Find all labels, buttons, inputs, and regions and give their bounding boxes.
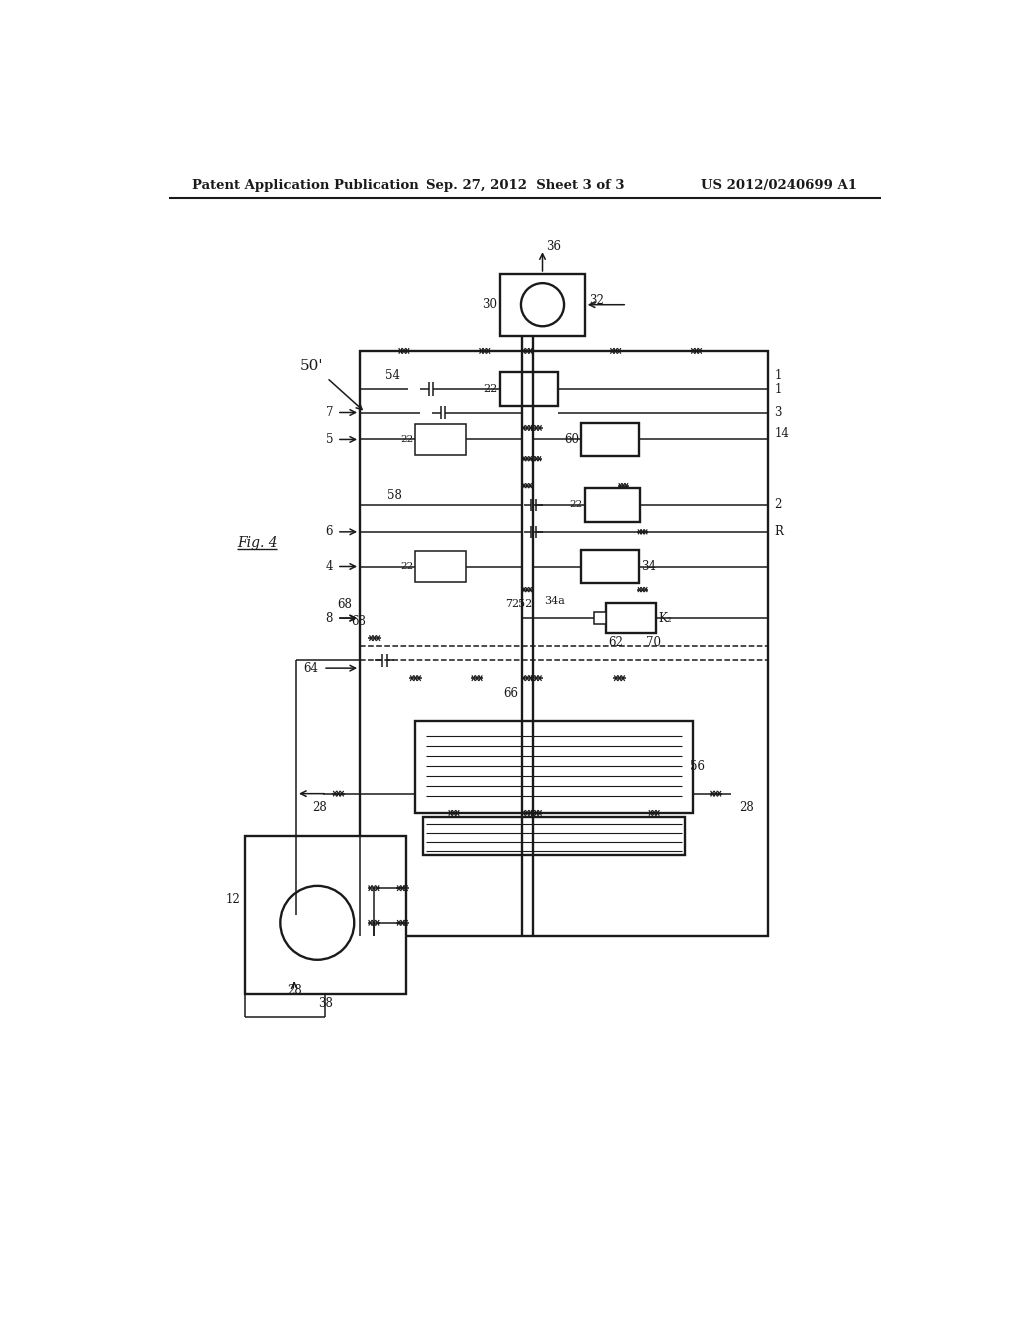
Text: 7: 7 [326,407,333,418]
Bar [581,422,639,457]
Text: 66: 66 [503,686,518,700]
Text: 54: 54 [385,370,400,381]
Text: 8: 8 [326,611,333,624]
Text: 60: 60 [564,433,580,446]
Bar [585,488,640,521]
Text: Fig. 4: Fig. 4 [237,536,278,550]
Circle shape [521,284,564,326]
Text: 22: 22 [569,500,583,510]
Text: 12: 12 [226,894,241,907]
Text: 28: 28 [287,983,301,997]
Text: 36: 36 [547,240,561,253]
Bar [500,275,585,335]
Text: 30: 30 [482,298,497,312]
Text: US 2012/0240699 A1: US 2012/0240699 A1 [701,178,857,191]
Text: 4: 4 [326,560,333,573]
Text: Patent Application Publication: Patent Application Publication [193,178,419,191]
Text: 3: 3 [774,407,781,418]
Text: R: R [774,525,783,539]
Text: 1: 1 [774,383,781,396]
Bar [416,424,466,455]
Text: 5: 5 [326,433,333,446]
Bar [594,612,606,624]
Text: 2: 2 [774,499,781,511]
Text: 32: 32 [589,294,603,308]
Bar [416,552,466,582]
Text: 68: 68 [351,615,367,628]
Text: 68: 68 [338,598,352,611]
Text: 56: 56 [689,760,705,774]
Text: K₂: K₂ [658,611,673,624]
Text: 14: 14 [774,426,790,440]
Bar [245,836,407,994]
Text: 50': 50' [300,359,324,374]
Text: 34a: 34a [544,597,565,606]
Bar [606,603,656,634]
Bar [416,721,692,813]
Text: 34: 34 [641,560,656,573]
Bar [423,729,685,805]
Text: 72: 72 [506,599,519,610]
Text: 1: 1 [774,370,781,381]
Text: 52: 52 [518,599,532,610]
Bar [360,351,768,936]
Circle shape [281,886,354,960]
Text: Sep. 27, 2012  Sheet 3 of 3: Sep. 27, 2012 Sheet 3 of 3 [426,178,624,191]
Text: 62: 62 [608,636,623,649]
Bar [500,372,558,407]
Text: 64: 64 [303,661,318,675]
Text: 28: 28 [739,801,754,814]
Text: 70: 70 [646,636,662,649]
Text: 22: 22 [483,384,498,395]
Text: 58: 58 [387,490,401,502]
Text: 28: 28 [312,801,327,814]
Bar [581,549,639,583]
Text: 22: 22 [400,436,413,444]
Text: 22: 22 [400,562,413,572]
Text: 38: 38 [317,997,333,1010]
Bar [423,817,685,855]
Text: 6: 6 [326,525,333,539]
